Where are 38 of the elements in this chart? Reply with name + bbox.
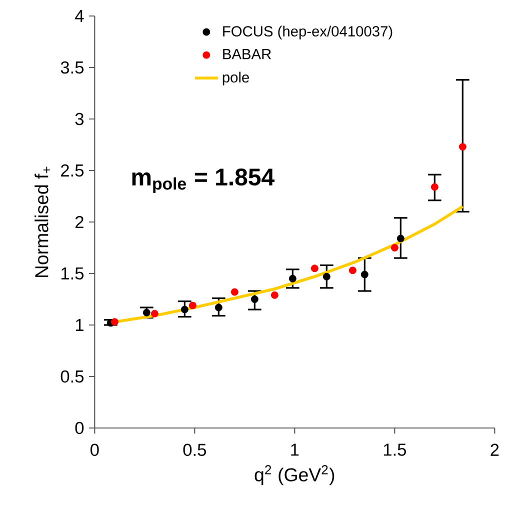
- legend-label: pole: [222, 72, 249, 86]
- y-tick-label: 4: [75, 10, 84, 22]
- x-tick-label: 0: [90, 444, 99, 456]
- point: [214, 304, 222, 312]
- y-axis-title: Normalised f$_{+}$: [34, 166, 50, 278]
- point: [390, 244, 398, 252]
- point: [430, 183, 438, 191]
- y-tick-label: 3.5: [60, 61, 84, 74]
- point: [348, 266, 356, 274]
- y-tick-label: 2: [76, 216, 84, 228]
- point: [310, 264, 318, 272]
- point: [188, 302, 196, 310]
- point: [396, 234, 404, 242]
- x-tick-label: 2: [490, 444, 499, 456]
- point: [360, 270, 368, 278]
- legend-label: BABAR: [223, 49, 271, 60]
- y-tick-label: 3: [75, 112, 84, 126]
- y-tick-label: 0.5: [60, 370, 84, 383]
- y-tick-label: 1.5: [61, 267, 84, 280]
- point: [322, 272, 330, 280]
- y-tick-label: 1: [76, 319, 84, 331]
- x-tick-label: 0.5: [183, 444, 206, 456]
- annotation: m$_{pole}$ = 1.854: [132, 168, 274, 194]
- y-tick-label: 2.5: [61, 164, 84, 177]
- x-tick-label: 1: [291, 444, 299, 456]
- point: [142, 308, 150, 316]
- x-tick-label: 1.5: [384, 444, 406, 456]
- legend-label: FOCUS (hep-ex/0410037): [223, 26, 392, 40]
- point: [458, 143, 466, 151]
- point: [270, 291, 278, 299]
- point: [150, 310, 158, 318]
- y-tick-label: 0: [75, 422, 84, 434]
- point: [230, 288, 238, 296]
- point: [180, 306, 188, 314]
- x-axis-title: q$^{2}$ (GeV$^{2}$): [254, 465, 334, 486]
- point: [110, 318, 118, 326]
- point: [288, 274, 296, 282]
- point: [250, 296, 258, 303]
